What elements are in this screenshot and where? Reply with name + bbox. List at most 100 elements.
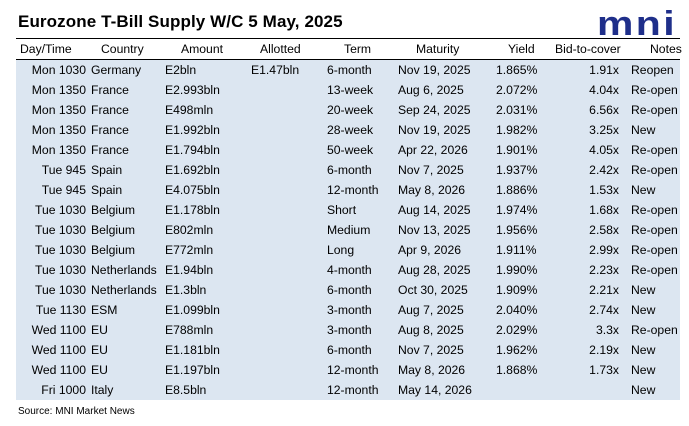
cell-amount: E788mln [159, 320, 245, 340]
cell-bid-to-cover: 2.58x [551, 220, 626, 240]
cell-allotted [245, 340, 321, 360]
cell-maturity: Oct 30, 2025 [392, 280, 484, 300]
cell-maturity: Nov 19, 2025 [392, 120, 484, 140]
cell-yield: 2.029% [484, 320, 551, 340]
cell-term: 6-month [321, 280, 392, 300]
cell-amount: E498mln [159, 100, 245, 120]
cell-amount: E1.099bln [159, 300, 245, 320]
cell-country: EU [88, 340, 159, 360]
cell-maturity: May 8, 2026 [392, 180, 484, 200]
cell-country: EU [88, 320, 159, 340]
cell-bid-to-cover: 1.73x [551, 360, 626, 380]
cell-country: Belgium [88, 240, 159, 260]
cell-notes: Re-open [626, 160, 680, 180]
cell-term: 3-month [321, 300, 392, 320]
mni-logo-text: mni [597, 9, 677, 39]
table-row: Tue 945 Spain E4.075bln 12-month May 8, 2026… [16, 180, 680, 200]
supply-table: Day/Time Country Amount Allotted Term Ma… [16, 38, 682, 400]
cell-term: 12-month [321, 380, 392, 400]
cell-yield: 1.990% [484, 260, 551, 280]
cell-day-time: Tue 1030 [16, 280, 88, 300]
cell-yield: 1.865% [484, 59, 551, 80]
header-amount: Amount [159, 38, 245, 60]
cell-country: Belgium [88, 200, 159, 220]
cell-yield: 2.031% [484, 100, 551, 120]
cell-maturity: Sep 24, 2025 [392, 100, 484, 120]
table-row: Wed 1100 EU E1.181bln 6-month Nov 7, 2025 1.9… [16, 340, 680, 360]
cell-bid-to-cover: 2.21x [551, 280, 626, 300]
cell-notes: Re-open [626, 100, 680, 120]
cell-term: 3-month [321, 320, 392, 340]
cell-bid-to-cover: 2.99x [551, 240, 626, 260]
cell-yield: 1.909% [484, 280, 551, 300]
cell-notes: New [626, 340, 680, 360]
cell-term: 6-month [321, 160, 392, 180]
cell-allotted [245, 100, 321, 120]
cell-amount: E2.993bln [159, 80, 245, 100]
cell-maturity: Nov 7, 2025 [392, 160, 484, 180]
cell-bid-to-cover: 1.53x [551, 180, 626, 200]
table-row: Mon 1030 Germany E2bln E1.47bln 6-month Nov 1… [16, 59, 680, 80]
cell-allotted [245, 360, 321, 380]
cell-bid-to-cover: 4.04x [551, 80, 626, 100]
cell-maturity: Aug 6, 2025 [392, 80, 484, 100]
cell-allotted [245, 300, 321, 320]
cell-maturity: Aug 7, 2025 [392, 300, 484, 320]
table-row: Mon 1350 France E2.993bln 13-week Aug 6, 202… [16, 80, 680, 100]
cell-yield: 2.040% [484, 300, 551, 320]
cell-allotted [245, 120, 321, 140]
source-note: Source: MNI Market News [18, 406, 135, 417]
cell-maturity: Nov 13, 2025 [392, 220, 484, 240]
cell-yield: 1.962% [484, 340, 551, 360]
header-notes: Notes [626, 38, 682, 60]
cell-amount: E2bln [159, 59, 245, 80]
cell-day-time: Fri 1000 [16, 380, 88, 400]
cell-allotted [245, 200, 321, 220]
table-body: Mon 1030 Germany E2bln E1.47bln 6-month Nov 1… [16, 59, 680, 400]
cell-term: Medium [321, 220, 392, 240]
cell-notes: Re-open [626, 320, 680, 340]
cell-allotted [245, 160, 321, 180]
cell-bid-to-cover: 6.56x [551, 100, 626, 120]
cell-notes: New [626, 280, 680, 300]
cell-notes: Re-open [626, 220, 680, 240]
cell-amount: E1.178bln [159, 200, 245, 220]
cell-term: 13-week [321, 80, 392, 100]
cell-bid-to-cover [551, 380, 626, 400]
header-maturity: Maturity [392, 38, 484, 60]
cell-day-time: Wed 1100 [16, 360, 88, 380]
cell-day-time: Mon 1350 [16, 140, 88, 160]
cell-term: Short [321, 200, 392, 220]
cell-allotted [245, 220, 321, 240]
table-row: Tue 1130 ESM E1.099bln 3-month Aug 7, 2025 2.… [16, 300, 680, 320]
cell-bid-to-cover: 2.42x [551, 160, 626, 180]
cell-day-time: Tue 1030 [16, 260, 88, 280]
cell-term: 12-month [321, 180, 392, 200]
table-row: Tue 1030 Belgium E772mln Long Apr 9, 2026 1.9… [16, 240, 680, 260]
cell-notes: Re-open [626, 140, 680, 160]
cell-bid-to-cover: 2.74x [551, 300, 626, 320]
header-yield: Yield [484, 38, 551, 60]
cell-amount: E1.197bln [159, 360, 245, 380]
table-row: Tue 1030 Belgium E1.178bln Short Aug 14, 202… [16, 200, 680, 220]
cell-amount: E8.5bln [159, 380, 245, 400]
cell-term: Long [321, 240, 392, 260]
cell-allotted [245, 280, 321, 300]
cell-day-time: Mon 1350 [16, 100, 88, 120]
cell-amount: E1.181bln [159, 340, 245, 360]
cell-allotted [245, 320, 321, 340]
cell-country: Spain [88, 180, 159, 200]
cell-notes: New [626, 300, 680, 320]
cell-notes: New [626, 180, 680, 200]
cell-maturity: May 8, 2026 [392, 360, 484, 380]
cell-day-time: Tue 1030 [16, 200, 88, 220]
cell-maturity: Aug 28, 2025 [392, 260, 484, 280]
table-row: Tue 1030 Netherlands E1.3bln 6-month Oct 30,… [16, 280, 680, 300]
table-row: Tue 945 Spain E1.692bln 6-month Nov 7, 2025 1… [16, 160, 680, 180]
cell-day-time: Tue 1130 [16, 300, 88, 320]
cell-country: Netherlands [88, 260, 159, 280]
cell-country: France [88, 80, 159, 100]
cell-bid-to-cover: 3.3x [551, 320, 626, 340]
table-row: Wed 1100 EU E1.197bln 12-month May 8, 2026 1.… [16, 360, 680, 380]
table-row: Tue 1030 Belgium E802mln Medium Nov 13, 2025… [16, 220, 680, 240]
